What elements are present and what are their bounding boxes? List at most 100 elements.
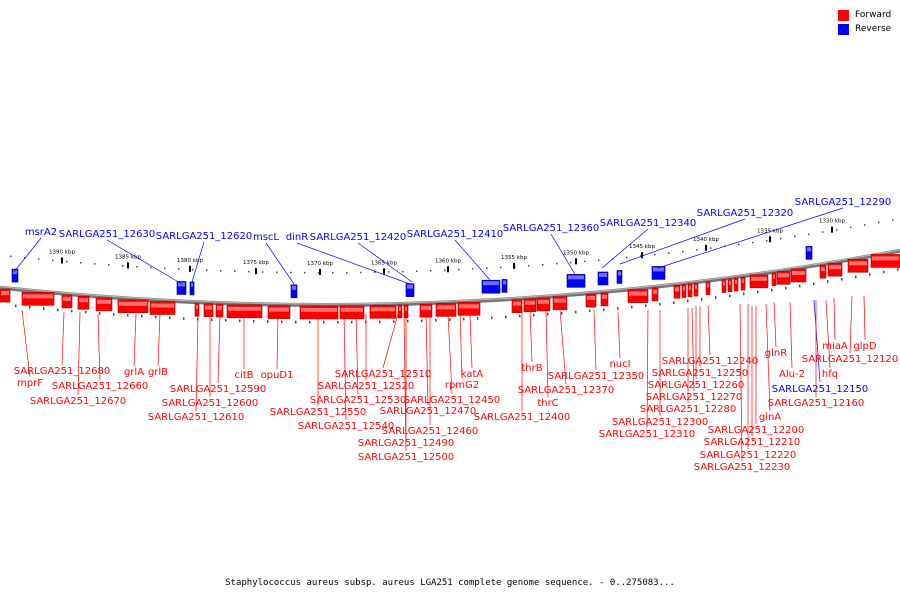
gene-shine — [23, 294, 53, 299]
ruler-tick — [769, 236, 771, 243]
ruler-dot — [631, 305, 633, 309]
forward-gene-leader — [825, 299, 831, 369]
gene-shine — [538, 299, 549, 304]
forward-gene-label: SARLGA251_12610 — [148, 412, 244, 423]
ruler-dot — [785, 286, 787, 290]
forward-gene-leader — [789, 301, 793, 369]
reverse-gene-leader — [265, 242, 295, 285]
ruler-dot — [108, 264, 110, 266]
forward-gene-label: glpD — [853, 341, 876, 352]
ruler-tick — [189, 265, 191, 272]
ruler-dot — [458, 268, 460, 271]
forward-gene-block — [740, 276, 746, 291]
forward-gene-label: thrC — [537, 398, 558, 409]
gene-shine — [196, 305, 198, 310]
reverse-gene-label: SARLGA251_12620 — [156, 231, 252, 242]
forward-gene-leader — [617, 311, 621, 359]
forward-gene-leader — [469, 313, 473, 369]
forward-gene-label: glnA — [759, 412, 781, 423]
ruler-dot — [122, 265, 124, 267]
ruler-tick — [383, 268, 385, 275]
ruler-dot — [794, 235, 796, 238]
ruler-dot — [757, 290, 759, 294]
forward-gene-leader — [343, 313, 347, 421]
gene-shine — [1, 291, 9, 296]
reverse-gene-block — [176, 281, 187, 295]
forward-gene-label: SARLGA251_12160 — [768, 398, 864, 409]
ruler-dot — [99, 312, 101, 315]
gene-shine — [459, 304, 479, 309]
legend-label-forward: Forward — [855, 10, 892, 20]
forward-gene-leader — [276, 313, 279, 370]
ruler-dot — [24, 257, 26, 259]
forward-gene-label: katA — [461, 369, 484, 380]
forward-gene-label: nucI — [609, 359, 630, 370]
gene-shine — [829, 265, 841, 270]
ruler-dot — [360, 271, 362, 274]
forward-gene-block — [673, 285, 681, 299]
ruler-dot — [813, 282, 815, 286]
forward-gene-block — [77, 295, 90, 310]
forward-gene-block — [721, 279, 727, 293]
ruler-dot — [178, 268, 180, 270]
ruler-dot — [780, 237, 782, 240]
ruler-tick-label: 1345 kbp — [629, 244, 655, 250]
forward-gene-leader — [833, 297, 836, 341]
forward-gene-leader — [425, 313, 429, 406]
forward-gene-leader — [217, 315, 221, 384]
backbone-highlight — [0, 249, 900, 305]
ruler-tick — [319, 268, 321, 275]
ruler-dot — [822, 231, 824, 233]
gene-shine — [695, 285, 697, 290]
forward-gene-label: SARLGA251_12510 — [335, 369, 431, 380]
ruler-dot — [421, 319, 423, 322]
gene-shine — [292, 285, 296, 290]
ruler-dot — [281, 320, 283, 324]
gene-shine — [821, 267, 825, 272]
reverse-gene-leader — [106, 239, 183, 285]
forward-gene-block — [727, 278, 733, 293]
ruler-dot — [533, 313, 535, 317]
forward-gene-block — [847, 258, 869, 273]
forward-gene-leader — [403, 313, 407, 452]
forward-gene-label: SARLGA251_12530 — [310, 395, 406, 406]
ruler-dot — [626, 256, 628, 259]
gene-shine — [191, 282, 193, 287]
gene-shine — [205, 305, 212, 310]
forward-gene-block — [457, 302, 481, 316]
reverse-gene-label: SARLGA251_12340 — [600, 218, 696, 229]
ruler-dot — [654, 253, 656, 256]
forward-gene-label: hfq — [822, 369, 838, 380]
ruler-dot — [701, 298, 703, 301]
forward-gene-leader — [863, 295, 866, 341]
forward-gene-label: SARLGA251_12210 — [704, 437, 800, 448]
ruler-dot — [799, 284, 801, 288]
ruler-dot — [169, 316, 171, 320]
ruler-dot — [43, 307, 45, 310]
ruler-dot — [15, 304, 17, 308]
ruler-dot — [897, 268, 899, 271]
forward-gene-label: rpmG2 — [445, 380, 479, 391]
gene-shine — [13, 270, 17, 275]
forward-gene-block — [705, 281, 711, 295]
forward-gene-block — [61, 294, 73, 309]
ruler-dot — [80, 262, 82, 264]
forward-gene-label: grlB — [148, 367, 168, 378]
gene-shine — [618, 271, 621, 276]
ruler-dot — [542, 263, 544, 266]
gene-shine — [707, 283, 709, 288]
ruler-tick — [127, 262, 129, 269]
ruler-dot — [841, 278, 843, 281]
ruler-dot — [472, 268, 474, 270]
legend-item-reverse: Reverse — [838, 22, 891, 36]
ruler-dot — [547, 312, 549, 316]
ruler-tick-label: 1370 kbp — [307, 261, 333, 267]
gene-shine — [228, 306, 261, 311]
gene-shine — [399, 306, 401, 311]
ruler-dot — [337, 320, 339, 324]
ruler-dot — [575, 310, 577, 314]
forward-gene-label: SARLGA251_12670 — [30, 396, 126, 407]
gene-shine — [568, 275, 584, 280]
ruler-dot — [864, 224, 866, 226]
gene-shine — [778, 273, 789, 278]
